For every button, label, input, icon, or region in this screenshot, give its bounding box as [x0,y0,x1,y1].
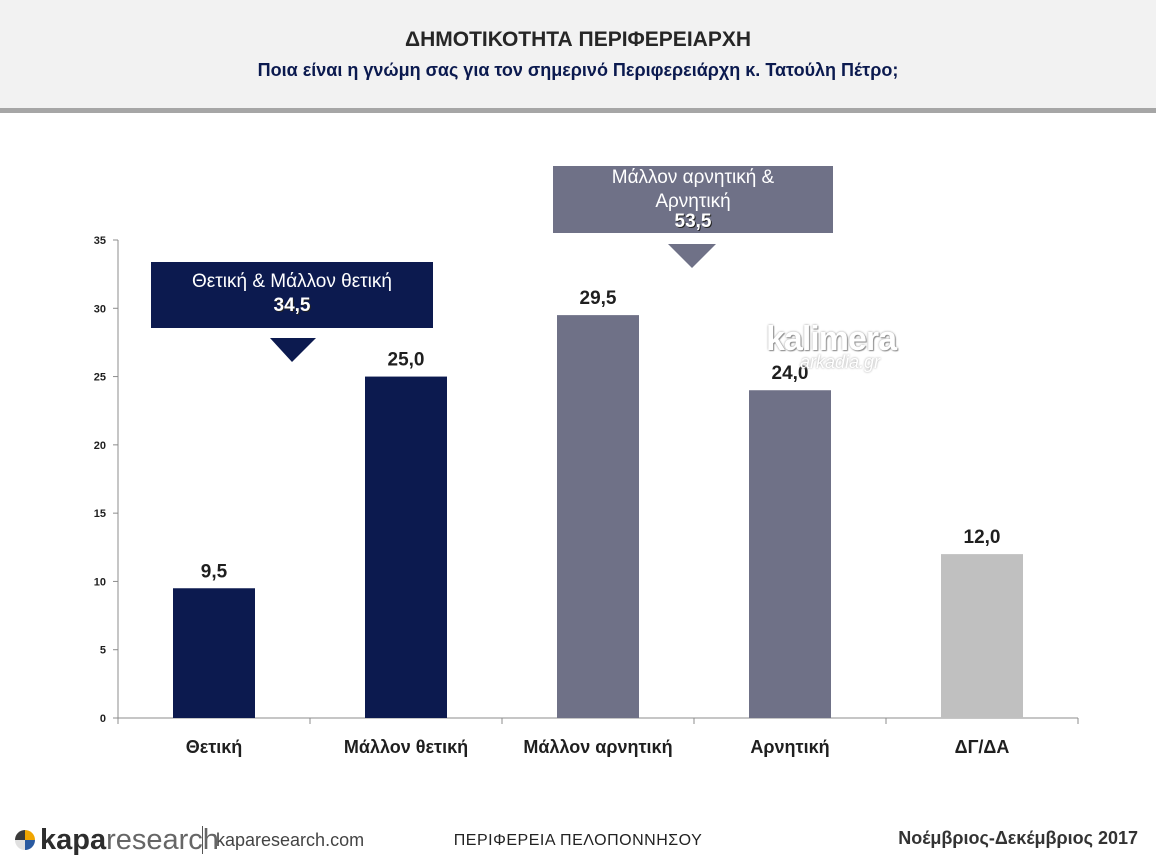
y-tick-label: 30 [94,303,106,315]
x-category-label: Μάλλον θετική [344,737,468,757]
header-banner: ΔΗΜΟΤΙΚΟΤΗΤΑ ΠΕΡΙΦΕΡΕΙΑΡΧΗ Ποια είναι η … [0,0,1156,113]
footer-region: ΠΕΡΙΦΕΡΕΙΑ ΠΕΛΟΠΟΝΝΗΣΟΥ [453,832,703,849]
bar-value-label: 25,0 [388,350,425,371]
bar-value-label: 24,0 [772,363,809,384]
page-subtitle: Ποια είναι η γνώμη σας για τον σημερινό … [257,60,899,80]
bar-2 [557,315,639,718]
kapa-research-logo: kaparesearch [14,824,219,857]
watermark-logo: kalimera [766,320,897,358]
kapa-logo-icon [15,830,35,850]
negative-callout-label-2: Αρνητική [655,191,731,212]
watermark-logo-sub: arkadia.gr [800,352,881,372]
footer-url: kaparesearch.com [216,830,365,850]
footer-date: Νοέμβριος-Δεκέμβριος 2017 [898,828,1138,848]
negative-callout: Μάλλον αρνητική & Αρνητική 53,5 [553,166,833,233]
y-tick-label: 35 [94,235,106,247]
x-category-label: ΔΓ/ΔΑ [955,737,1010,757]
bar-value-label: 9,5 [201,561,228,582]
y-tick-label: 15 [94,508,106,520]
bar-value-label: 29,5 [580,288,617,309]
x-category-label: Θετική [186,737,243,757]
positive-callout: Θετική & Μάλλον θετική 34,5 [151,262,433,328]
y-tick-label: 5 [100,645,106,657]
x-category-label: Αρνητική [750,737,829,757]
y-tick-label: 0 [100,713,106,725]
negative-callout-arrow [668,244,716,268]
negative-callout-label-1: Μάλλον αρνητική & [611,167,775,188]
brand-name-kapa: kapa [40,824,107,856]
y-tick-label: 20 [94,440,106,452]
bar-1 [365,376,447,718]
chart-labels: 9,5 Θετική 25,0 Μάλλον θετική 29,5 Μάλλον αρν… [186,288,1010,757]
brand-name-research: research [106,824,219,856]
positive-callout-arrow [270,338,316,362]
chart-bars [173,315,1023,718]
negative-callout-value: 53,5 [674,211,712,232]
positive-callout-label: Θετική & Μάλλον θετική [192,271,392,292]
page-title: ΔΗΜΟΤΙΚΟΤΗΤΑ ΠΕΡΙΦΕΡΕΙΑΡΧΗ [405,28,751,51]
footer-divider [202,826,203,854]
y-tick-label: 10 [94,576,106,588]
bar-0 [173,588,255,718]
chart-axes: 0 5 10 15 20 25 30 35 [94,235,1079,725]
bar-value-label: 12,0 [964,527,1001,548]
y-tick-label: 25 [94,372,106,384]
positive-callout-value: 34,5 [273,295,311,316]
x-category-label: Μάλλον αρνητική [523,737,672,757]
bar-3 [749,390,831,718]
bar-4 [941,554,1023,718]
